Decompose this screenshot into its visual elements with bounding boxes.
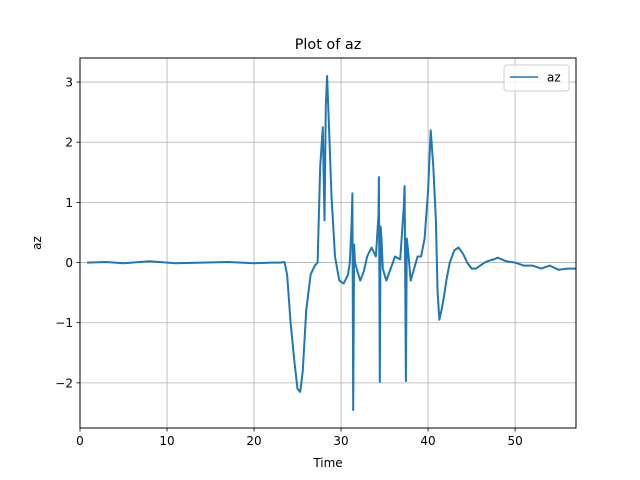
legend: az <box>503 64 570 92</box>
y-tick-label: 1 <box>65 196 73 210</box>
y-tick-label: −2 <box>55 376 73 390</box>
series-layer <box>86 75 576 411</box>
y-axis-label: az <box>30 236 44 250</box>
x-tick-label: 10 <box>159 434 174 448</box>
y-axis-ticks: −2 −1 0 1 2 3 <box>55 76 80 390</box>
legend-box <box>503 64 570 92</box>
x-tick-label: 30 <box>333 434 348 448</box>
plot-frame <box>79 57 577 429</box>
x-tick-label: 0 <box>76 434 84 448</box>
x-tick-label: 20 <box>246 434 261 448</box>
series-line-az <box>86 75 576 411</box>
grid-lines <box>79 58 576 428</box>
x-axis-ticks: 0 10 20 30 40 50 <box>76 428 523 448</box>
x-tick-label: 50 <box>507 434 522 448</box>
y-tick-label: 0 <box>65 256 73 270</box>
chart-title: Plot of az <box>295 37 362 53</box>
y-tick-label: 3 <box>65 76 73 90</box>
y-tick-label: 2 <box>65 136 73 150</box>
x-tick-label: 40 <box>420 434 435 448</box>
y-tick-label: −1 <box>55 316 73 330</box>
legend-label: az <box>547 71 561 85</box>
x-axis-label: Time <box>312 456 342 470</box>
